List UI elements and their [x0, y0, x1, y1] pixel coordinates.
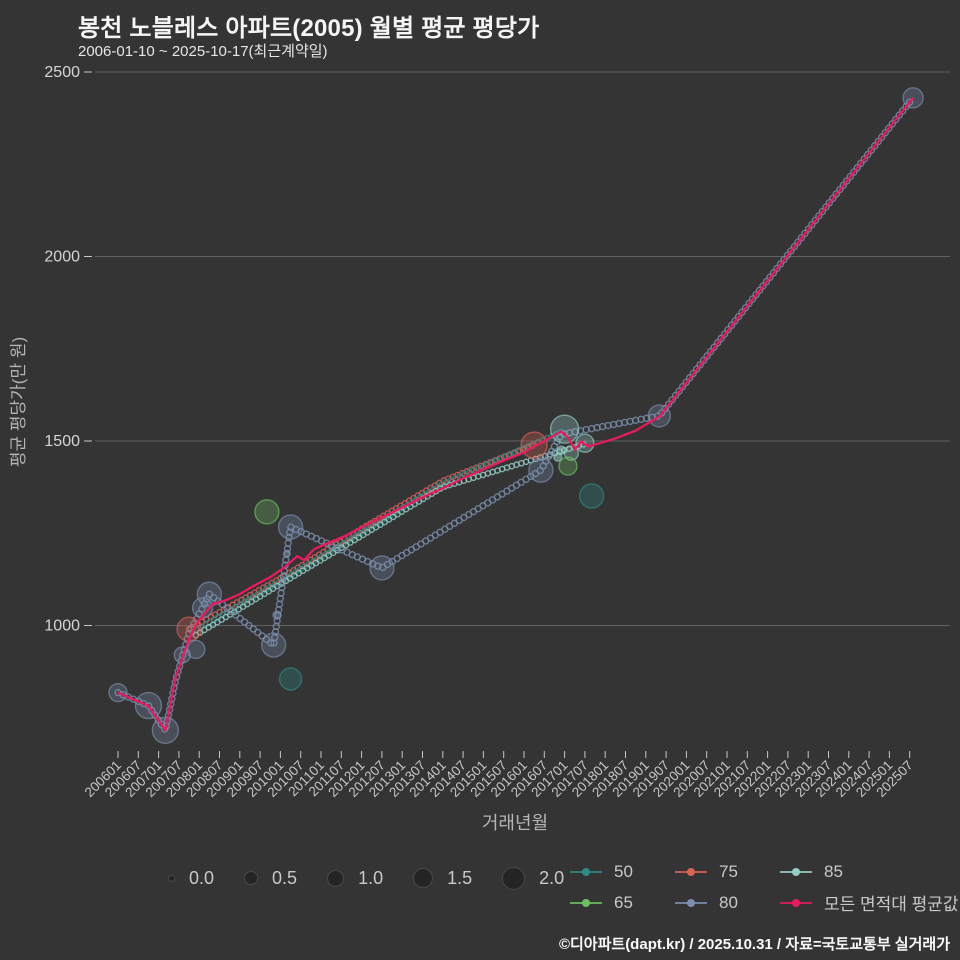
series-legend-label: 모든 면적대 평균값 [824, 895, 959, 914]
average-line [117, 97, 914, 732]
data-bubble [553, 452, 563, 462]
y-axis-title: 평균 평당가(만 원) [9, 337, 28, 467]
series-legend-label: 75 [719, 862, 738, 881]
series-legend-swatch [570, 867, 602, 877]
series-legend-swatch [780, 898, 812, 908]
size-legend-dot [327, 869, 345, 887]
size-legend-label: 1.0 [358, 867, 384, 888]
data-bubble [578, 483, 605, 509]
series-legend-label: 85 [824, 862, 843, 881]
series-legend-item: 80 [675, 890, 780, 915]
series-legend-label: 80 [719, 892, 738, 912]
data-bubble [277, 514, 304, 540]
footer-credit: ©디아파트(dapt.kr) / 2025.10.31 / 자료=국토교통부 실… [558, 936, 950, 953]
bubble-size-legend: 0.0 0.5 1.0 1.5 2.0 [168, 858, 580, 898]
bubble-group-80 [108, 87, 924, 744]
data-bubble [278, 667, 303, 691]
size-legend-label: 0.5 [272, 867, 298, 888]
price-bubble-chart: 2500200015001000200601200607200701200707… [9, 64, 950, 833]
beads-series [189, 428, 565, 636]
series-legend-item: 50 [570, 862, 675, 882]
series-legend-swatch [570, 898, 602, 908]
size-legend-label: 2.0 [539, 867, 565, 888]
series-legend-swatch [675, 867, 707, 877]
bubble-group-85 [549, 414, 595, 462]
chart-subtitle: 2006-01-10 ~ 2025-10-17(최근계약일) [78, 43, 328, 60]
bubble-group-65 [254, 456, 578, 525]
data-bubble [272, 610, 282, 620]
y-tick-label: 2500 [44, 64, 80, 81]
size-legend-label: 0.0 [189, 867, 215, 888]
size-legend-dot [244, 871, 259, 885]
y-tick-label: 1000 [44, 618, 80, 635]
data-bubble [196, 581, 223, 607]
series-color-legend: 50 75 85 65 80 모든 면적대 평균값 [570, 862, 959, 915]
series-legend-item: 75 [675, 862, 780, 882]
data-bubble [369, 555, 395, 581]
series-legend-item: 85 [780, 862, 959, 882]
chart-title: 봉천 노블레스 아파트(2005) 월별 평균 평당가 [78, 15, 540, 42]
size-legend-dot [168, 874, 175, 882]
series-legend-swatch [780, 867, 812, 877]
data-bubble [186, 639, 206, 660]
y-tick-label: 1500 [44, 433, 80, 450]
bubble-group-50 [278, 483, 605, 691]
size-legend-dot [413, 868, 434, 888]
data-bubble [191, 597, 214, 619]
data-bubble [254, 499, 280, 525]
data-bubble [549, 414, 580, 444]
series-legend-label: 65 [614, 892, 633, 912]
data-bubble [558, 456, 578, 476]
series-legend-label: 50 [614, 862, 633, 881]
data-bubble [528, 457, 554, 483]
beads-series [185, 442, 536, 633]
y-tick-label: 2000 [44, 249, 80, 266]
data-bubble [283, 549, 291, 557]
data-bubble [520, 431, 548, 459]
beads-series [114, 98, 914, 733]
data-bubble [260, 632, 287, 658]
size-legend-dot [502, 866, 526, 890]
size-legend-label: 1.5 [447, 867, 473, 888]
x-axis-title: 거래년월 [482, 813, 548, 833]
series-legend-item: 모든 면적대 평균값 [780, 890, 959, 915]
beads-series [192, 441, 587, 639]
series-legend-swatch [675, 898, 707, 908]
series-legend-item: 65 [570, 890, 675, 915]
